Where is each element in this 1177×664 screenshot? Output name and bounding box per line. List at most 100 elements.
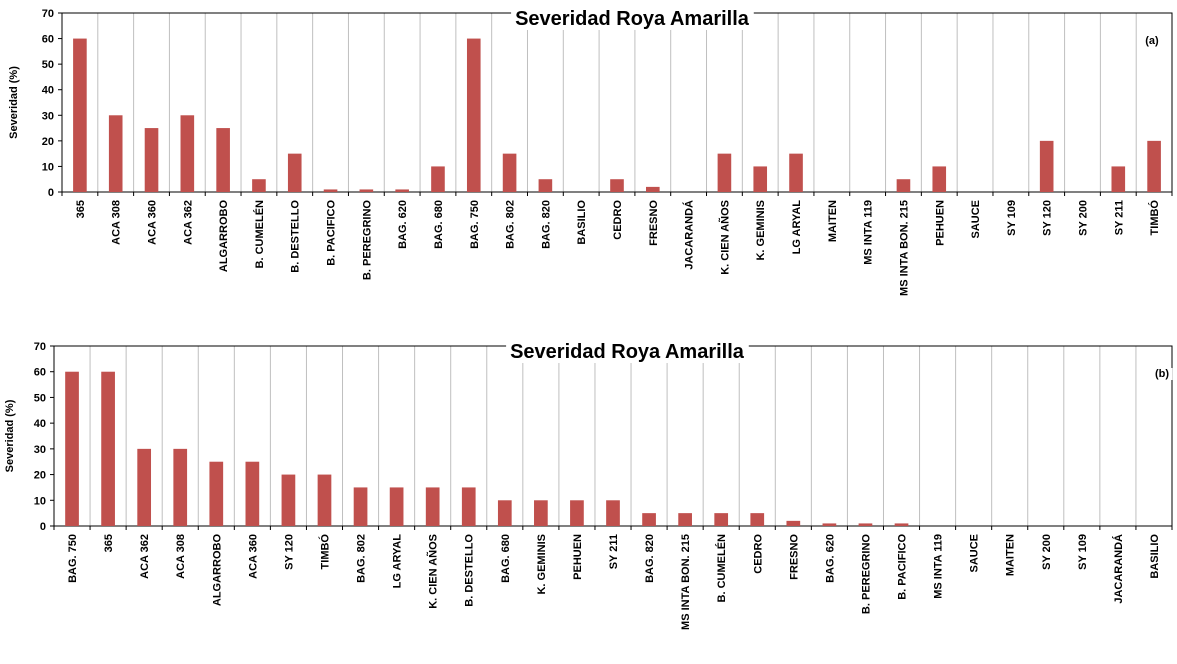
- x-tick-label: SY 109: [1077, 534, 1089, 570]
- bar-b-b-destello: [461, 487, 476, 526]
- x-tick-label: MS INTA 119: [933, 534, 945, 599]
- bar-a-sy-211: [1111, 166, 1126, 192]
- y-axis-title: Severidad (%): [4, 399, 16, 472]
- panel-label-background: [1151, 368, 1173, 380]
- panel-label: (a): [1145, 35, 1159, 47]
- y-tick-label: 40: [42, 85, 54, 97]
- x-tick-label: MAITEN: [1005, 534, 1017, 576]
- x-tick-label: TIMBÓ: [1148, 200, 1161, 236]
- bar-b-sy-211: [606, 500, 620, 526]
- bar-b-k-geminis: [534, 500, 548, 526]
- x-tick-label: JACARANDÁ: [683, 200, 696, 270]
- y-tick-label: 30: [42, 110, 54, 122]
- chart-title-background: [506, 341, 749, 363]
- x-tick-label: ACA 360: [247, 534, 259, 579]
- x-tick-label: B. DESTELLO: [290, 200, 302, 273]
- y-tick-label: 70: [34, 341, 46, 353]
- bar-a-bag-820: [538, 179, 553, 192]
- bar-b-bag-680: [497, 500, 512, 526]
- x-tick-label: SY 211: [608, 534, 620, 569]
- bar-b-sy-120: [281, 474, 296, 526]
- x-tick-label: K. GEMINIS: [755, 200, 767, 261]
- y-tick-label: 0: [48, 187, 54, 199]
- x-tick-label: LG ARYAL: [392, 534, 404, 589]
- y-tick-label: 10: [34, 495, 46, 507]
- x-tick-label: BAG. 802: [356, 534, 368, 583]
- bar-a-algarrobo: [216, 128, 230, 192]
- bar-b-bag-802: [353, 487, 368, 526]
- panel-label: (b): [1155, 368, 1169, 380]
- bar-b-365: [101, 371, 115, 526]
- x-tick-label: FRESNO: [648, 200, 660, 246]
- x-tick-label: ACA 362: [139, 534, 151, 579]
- bar-a-aca-308: [108, 115, 123, 192]
- bar-a-b-pacifico: [323, 189, 338, 192]
- x-tick-label: SY 200: [1077, 200, 1089, 236]
- bar-b-b-pacifico: [894, 523, 909, 526]
- panel-label-background: [1142, 35, 1163, 47]
- x-tick-label: SY 120: [1042, 200, 1054, 236]
- y-tick-label: 60: [34, 367, 46, 379]
- x-tick-label: K. CIEN AÑOS: [718, 200, 731, 275]
- y-tick-label: 60: [42, 34, 54, 46]
- x-tick-label: SY 211: [1113, 200, 1125, 235]
- bar-a-b-destello: [287, 153, 302, 192]
- bar-b-timbo: [317, 474, 332, 526]
- y-tick-label: 0: [40, 521, 46, 533]
- x-tick-label: BAG. 750: [469, 200, 481, 249]
- x-tick-label: ACA 308: [111, 200, 123, 245]
- x-tick-label: CEDRO: [752, 534, 764, 574]
- bar-a-fresno: [646, 186, 660, 192]
- x-tick-label: B. PEREGRINO: [860, 534, 872, 615]
- bar-b-aca-308: [173, 448, 188, 526]
- x-tick-label: 365: [103, 534, 115, 552]
- x-tick-label: CEDRO: [612, 200, 624, 240]
- y-tick-label: 20: [34, 470, 46, 482]
- bar-a-cedro: [610, 179, 624, 192]
- bar-b-k-cien-anos: [425, 487, 440, 526]
- bar-a-bag-620: [395, 189, 409, 192]
- bar-a-lg-aryal: [789, 153, 803, 192]
- bar-b-bag-620: [822, 523, 837, 526]
- x-tick-label: MS INTA 119: [863, 200, 875, 265]
- bar-a-bag-750: [466, 38, 481, 193]
- x-tick-label: TIMBÓ: [318, 534, 331, 570]
- x-tick-label: BAG. 620: [397, 200, 409, 249]
- bar-a-ms-inta-bon-215: [896, 179, 911, 192]
- x-tick-label: B. CUMELÉN: [715, 534, 728, 603]
- y-tick-label: 40: [34, 418, 46, 430]
- bar-b-bag-820: [642, 513, 656, 526]
- bar-b-aca-360: [245, 461, 260, 526]
- x-tick-label: PEHUEN: [572, 534, 584, 580]
- x-tick-label: BAG. 750: [67, 534, 79, 583]
- x-tick-label: K. CIEN AÑOS: [427, 534, 440, 609]
- x-tick-label: ACA 362: [182, 200, 194, 245]
- x-tick-label: MS INTA BON. 215: [680, 534, 692, 630]
- x-tick-label: JACARANDÁ: [1112, 534, 1125, 604]
- bar-b-cedro: [750, 513, 765, 526]
- x-tick-label: BAG. 820: [644, 534, 656, 583]
- bar-a-k-geminis: [753, 166, 768, 192]
- x-tick-label: B. PACIFICO: [897, 534, 909, 600]
- x-tick-label: BAG. 802: [505, 200, 517, 249]
- bar-a-bag-802: [502, 153, 517, 192]
- y-tick-label: 20: [42, 136, 54, 148]
- chart-panel-b: 0 10 20 30 40 50 60 70 Severidad (%) BAG. 750 365 A…: [4, 341, 1173, 630]
- x-tick-label: BAG. 620: [824, 534, 836, 583]
- bar-b-pehuen: [570, 500, 584, 526]
- x-tick-label: SY 120: [283, 534, 295, 570]
- bar-b-bag-750: [65, 371, 79, 526]
- x-tick-label: MAITEN: [827, 200, 839, 242]
- x-tick-label: ALGARROBO: [211, 534, 223, 607]
- bar-a-b-cumelen: [252, 179, 266, 192]
- y-tick-label: 70: [42, 8, 54, 20]
- x-tick-label: BAG. 680: [500, 534, 512, 583]
- x-tick-label: MS INTA BON. 215: [898, 200, 910, 296]
- x-tick-label: SY 109: [1006, 200, 1018, 236]
- bar-b-algarrobo: [209, 461, 224, 526]
- x-tick-label: SAUCE: [969, 534, 981, 573]
- x-tick-label: SY 200: [1041, 534, 1053, 570]
- y-tick-label: 50: [42, 59, 54, 71]
- x-tick-label: ACA 360: [147, 200, 159, 245]
